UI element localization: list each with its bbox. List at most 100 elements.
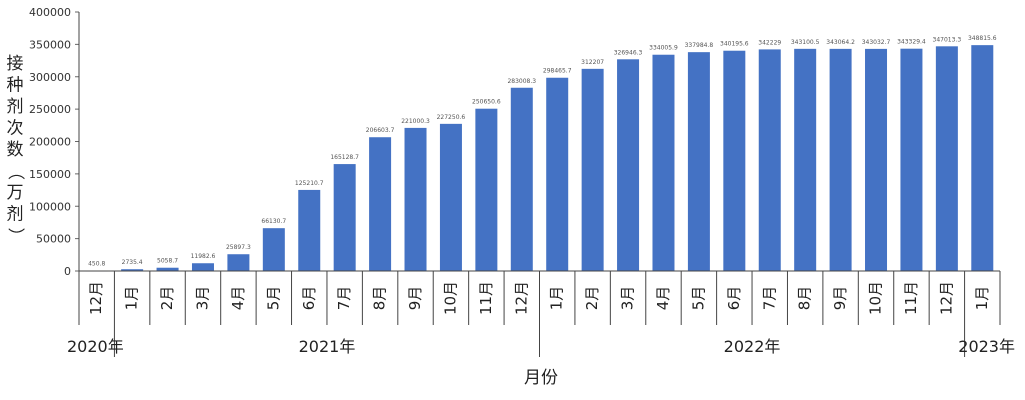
- year-label: 2022年: [724, 337, 781, 356]
- y-tick-label: 200000: [29, 136, 71, 149]
- x-tick-label: 4月: [654, 286, 672, 311]
- data-label: 221000.3: [401, 118, 430, 125]
- y-tick-label: 150000: [29, 168, 71, 181]
- bar: [475, 108, 498, 271]
- data-label: 5058.7: [157, 258, 178, 265]
- bar: [191, 263, 214, 271]
- bar: [935, 46, 958, 272]
- bar: [617, 59, 640, 271]
- x-tick-label: 12月: [87, 281, 105, 315]
- bar: [404, 127, 427, 271]
- y-axis-title-char: 次: [7, 119, 24, 139]
- x-tick-label: 1月: [548, 286, 566, 311]
- data-label: 66130.7: [261, 218, 286, 225]
- data-label: 348815.6: [968, 35, 997, 42]
- bar: [546, 77, 569, 271]
- data-label: 326946.3: [614, 49, 643, 56]
- x-tick-label: 5月: [264, 286, 282, 311]
- y-axis-title-char: （: [5, 163, 25, 180]
- x-tick-label: 3月: [193, 286, 211, 311]
- x-tick-label: 6月: [300, 286, 318, 311]
- data-label: 312207: [581, 59, 604, 66]
- data-label: 450.8: [88, 261, 105, 268]
- data-labels: 450.8 2735.4 5058.7 11982.6 25897.3 66130.7 12…: [88, 35, 997, 268]
- data-label: 250650.6: [472, 99, 501, 106]
- data-label: 340195.6: [720, 41, 749, 48]
- bar: [333, 164, 356, 271]
- y-tick-label: 50000: [36, 233, 71, 246]
- data-label: 165128.7: [330, 154, 359, 161]
- y-axis-title-char: 接: [7, 54, 24, 74]
- y-axis-title-char: 剂: [7, 97, 24, 117]
- x-tick-label: 9月: [406, 286, 424, 311]
- x-tick-label: 11月: [902, 281, 920, 315]
- y-tick-label: 300000: [29, 71, 71, 84]
- data-label: 343032.7: [862, 39, 891, 46]
- bars: [85, 45, 994, 272]
- data-label: 337984.8: [685, 42, 714, 49]
- data-label: 298465.7: [543, 68, 572, 75]
- bar: [687, 52, 710, 271]
- y-tick-label: 0: [64, 265, 71, 278]
- y-axis-title-char: ）: [5, 228, 25, 245]
- data-label: 25897.3: [226, 244, 251, 251]
- bar: [510, 87, 533, 271]
- bar: [794, 48, 817, 272]
- bar: [581, 68, 604, 271]
- data-label: 342229: [758, 39, 781, 46]
- y-tick-label: 100000: [29, 200, 71, 213]
- bar: [439, 123, 462, 271]
- bar: [758, 49, 781, 271]
- y-axis-title-char: 剂: [7, 205, 24, 225]
- x-tick-label: 2月: [158, 286, 176, 311]
- x-tick-label: 8月: [796, 286, 814, 311]
- data-label: 206603.7: [366, 127, 395, 134]
- year-label: 2020年: [67, 337, 124, 356]
- x-tick-label: 12月: [512, 281, 530, 315]
- data-label: 11982.6: [191, 253, 216, 260]
- bar: [121, 269, 144, 271]
- data-label: 343329.4: [897, 39, 926, 46]
- bar: [900, 48, 923, 271]
- data-label: 2735.4: [122, 259, 143, 266]
- y-axis-title-char: 种: [7, 76, 24, 96]
- x-tick-label: 8月: [371, 286, 389, 311]
- bar: [865, 48, 888, 272]
- data-label: 343100.5: [791, 39, 820, 46]
- x-tick-label: 1月: [123, 286, 141, 311]
- data-label: 347013.3: [933, 36, 962, 43]
- data-label: 227250.6: [437, 114, 466, 121]
- x-tick-label: 10月: [867, 281, 885, 315]
- x-tick-label: 2月: [583, 286, 601, 311]
- data-label: 334005.9: [649, 45, 678, 52]
- bar: [262, 228, 285, 271]
- x-tick-label: 7月: [335, 286, 353, 311]
- year-label: 2023年: [958, 337, 1015, 356]
- bar: [369, 137, 392, 271]
- bar: [971, 45, 994, 271]
- data-label: 283008.3: [507, 78, 536, 85]
- x-tick-label: 5月: [689, 286, 707, 311]
- x-axis: 12月 1月 2月 3月 4月 5月 6月 7月 8月 9月 10月 11月 12月 1月 2月 3月 4月 5月…: [67, 270, 1015, 357]
- x-tick-label: 11月: [477, 281, 495, 315]
- bar: [156, 267, 179, 271]
- bar: [227, 254, 250, 271]
- bar: [723, 50, 746, 271]
- y-tick-label: 400000: [29, 6, 71, 19]
- y-axis-title-char: 万: [7, 183, 24, 203]
- x-tick-label: 6月: [725, 286, 743, 311]
- y-axis-title-char: 数: [7, 140, 24, 160]
- bar: [298, 189, 321, 271]
- x-tick-label: 9月: [831, 286, 849, 311]
- x-tick-label: 10月: [441, 281, 459, 315]
- x-tick-label: 1月: [973, 286, 991, 311]
- x-tick-label: 3月: [619, 286, 637, 311]
- x-tick-label: 4月: [229, 286, 247, 311]
- data-label: 125210.7: [295, 180, 324, 187]
- y-axis: 0 50000 100000 150000 200000 250000 300000 3500…: [29, 6, 80, 278]
- x-tick-label: 7月: [760, 286, 778, 311]
- y-tick-label: 250000: [29, 103, 71, 116]
- year-label: 2021年: [299, 337, 356, 356]
